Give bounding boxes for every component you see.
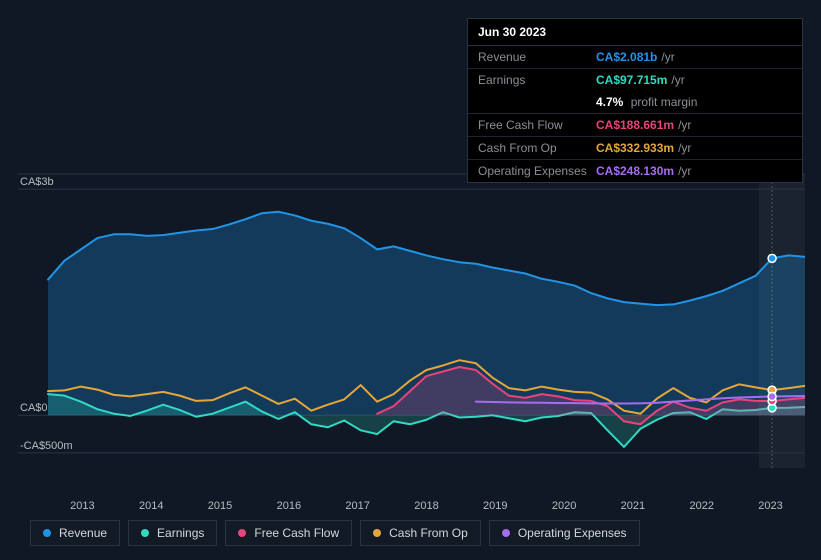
- x-axis: 2013201420152016201720182019202020212022…: [48, 500, 805, 512]
- tooltip-metric-suffix: /yr: [678, 118, 691, 132]
- x-axis-label: 2021: [599, 500, 668, 512]
- tooltip-profit-margin: 4.7% profit margin: [468, 91, 802, 114]
- legend-label: Revenue: [59, 526, 107, 540]
- x-axis-label: 2015: [186, 500, 255, 512]
- x-axis-label: 2014: [117, 500, 186, 512]
- tooltip-row: EarningsCA$97.715m/yr: [468, 69, 802, 91]
- x-axis-label: 2020: [530, 500, 599, 512]
- legend-label: Free Cash Flow: [254, 526, 339, 540]
- legend-label: Operating Expenses: [518, 526, 627, 540]
- tooltip-metric-value: CA$2.081b: [596, 50, 657, 64]
- tooltip-metric-value: CA$188.661m: [596, 118, 674, 132]
- legend-label: Cash From Op: [389, 526, 468, 540]
- legend-dot-icon: [238, 529, 246, 537]
- x-axis-label: 2016: [254, 500, 323, 512]
- tooltip-row: RevenueCA$2.081b/yr: [468, 46, 802, 69]
- tooltip-metric-value: CA$248.130m: [596, 164, 674, 178]
- data-tooltip: Jun 30 2023 RevenueCA$2.081b/yrEarningsC…: [467, 18, 803, 183]
- x-axis-label: 2019: [461, 500, 530, 512]
- tooltip-metric-value: CA$332.933m: [596, 141, 674, 155]
- tooltip-row: Cash From OpCA$332.933m/yr: [468, 137, 802, 160]
- y-axis-label: CA$3b: [20, 176, 54, 188]
- legend-item-opex[interactable]: Operating Expenses: [489, 520, 640, 546]
- x-axis-label: 2022: [667, 500, 736, 512]
- tooltip-metric-suffix: /yr: [678, 141, 691, 155]
- tooltip-metric-label: Operating Expenses: [478, 164, 596, 178]
- legend-label: Earnings: [157, 526, 204, 540]
- x-axis-label: 2023: [736, 500, 805, 512]
- tooltip-metric-value: CA$97.715m: [596, 73, 667, 87]
- tooltip-metric-label: Free Cash Flow: [478, 118, 596, 132]
- tooltip-metric-label: Earnings: [478, 73, 596, 87]
- tooltip-metric-suffix: /yr: [671, 73, 684, 87]
- y-axis-label: -CA$500m: [20, 440, 73, 452]
- tooltip-metric-label: Revenue: [478, 50, 596, 64]
- profit-margin-value: 4.7%: [596, 95, 623, 109]
- tooltip-metric-suffix: /yr: [678, 164, 691, 178]
- legend-dot-icon: [502, 529, 510, 537]
- legend-item-earnings[interactable]: Earnings: [128, 520, 217, 546]
- y-axis-label: CA$0: [20, 402, 48, 414]
- x-axis-label: 2017: [323, 500, 392, 512]
- legend-dot-icon: [43, 529, 51, 537]
- tooltip-row: Operating ExpensesCA$248.130m/yr: [468, 160, 802, 182]
- x-axis-label: 2018: [392, 500, 461, 512]
- x-axis-label: 2013: [48, 500, 117, 512]
- legend-item-revenue[interactable]: Revenue: [30, 520, 120, 546]
- legend-dot-icon: [141, 529, 149, 537]
- tooltip-date: Jun 30 2023: [468, 19, 802, 46]
- legend-item-cfo[interactable]: Cash From Op: [360, 520, 481, 546]
- chart-svg[interactable]: [18, 160, 805, 480]
- chart-plot-area[interactable]: CA$3b CA$0 -CA$500m: [18, 160, 805, 480]
- tooltip-metric-label: Cash From Op: [478, 141, 596, 155]
- legend-item-fcf[interactable]: Free Cash Flow: [225, 520, 352, 546]
- profit-margin-label: profit margin: [631, 95, 698, 109]
- legend-dot-icon: [373, 529, 381, 537]
- chart-legend: Revenue Earnings Free Cash Flow Cash From O…: [30, 520, 640, 546]
- tooltip-metric-suffix: /yr: [661, 50, 674, 64]
- tooltip-row: Free Cash FlowCA$188.661m/yr: [468, 114, 802, 137]
